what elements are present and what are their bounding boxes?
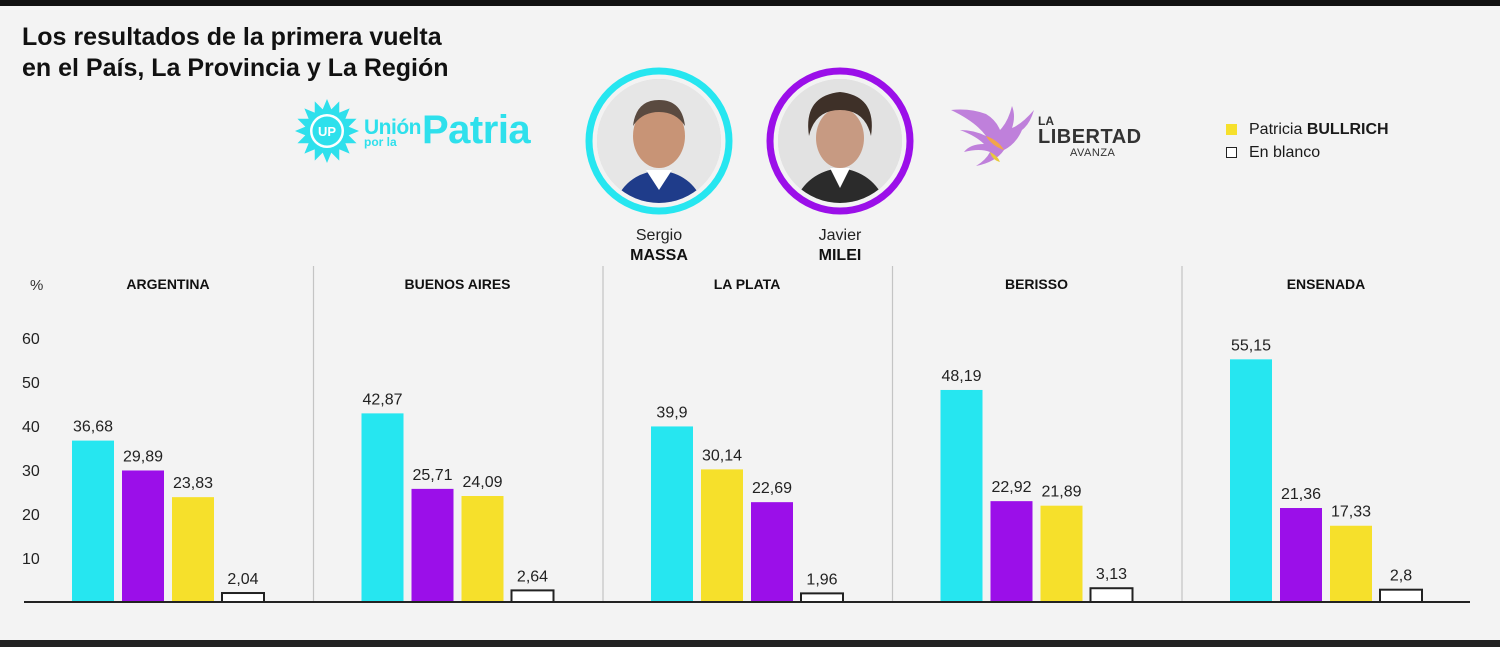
legend-bullrich-last: BULLRICH [1306, 120, 1389, 138]
data-label: 21,89 [1041, 484, 1081, 501]
data-label: 55,15 [1231, 337, 1271, 354]
bar-massa [651, 426, 693, 602]
legend-swatch-bullrich [1226, 124, 1237, 135]
legend-label-en-blanco: En blanco [1249, 143, 1321, 161]
bar-massa [72, 440, 114, 602]
massa-first-name: Sergio [635, 227, 683, 244]
data-label: 17,33 [1331, 504, 1371, 521]
legend-item-en-blanco: En blanco [1226, 141, 1389, 164]
bar-bullrich [172, 497, 214, 602]
bar-bullrich [1330, 525, 1372, 602]
data-label: 42,87 [362, 391, 402, 408]
lla-la-text: LA [1038, 114, 1054, 128]
bar-bullrich [461, 496, 504, 602]
data-label: 22,69 [752, 480, 792, 497]
bar-milei [990, 501, 1033, 602]
group-title: BERISSO [1005, 276, 1068, 292]
y-tick-label: 30 [22, 463, 40, 480]
data-label: 23,83 [173, 475, 213, 492]
bar-milei [411, 488, 454, 602]
bar-bullrich [701, 469, 743, 602]
top-rule [0, 0, 1500, 6]
y-tick-label: 20 [22, 507, 40, 524]
massa-portrait [585, 67, 733, 215]
bar-en-blanco [510, 589, 555, 604]
bar-massa [361, 413, 404, 602]
up-emblem-text: UP [318, 124, 336, 139]
legend-item-bullrich: Patricia BULLRICH [1226, 118, 1389, 141]
group-title: ARGENTINA [126, 276, 209, 292]
bar-milei [1280, 508, 1322, 602]
group-title: BUENOS AIRES [404, 276, 510, 292]
data-label: 21,36 [1281, 486, 1321, 503]
legend-swatch-en-blanco [1226, 147, 1237, 158]
y-tick-label: 10 [22, 551, 40, 568]
bar-milei [122, 470, 164, 602]
massa-last-name: MASSA [630, 247, 688, 264]
lla-eagle-icon [951, 106, 1034, 166]
bar-massa [940, 389, 983, 602]
up-porla-text: por la [364, 135, 397, 149]
y-tick-label: 50 [22, 375, 40, 392]
legend-bullrich-first: Patricia [1249, 120, 1303, 138]
bar-bullrich [1040, 505, 1083, 602]
la-libertad-avanza-logo: LA LIBERTAD AVANZA [946, 100, 1156, 170]
group-title: ENSENADA [1287, 276, 1366, 292]
y-tick-label: 40 [22, 419, 40, 436]
bottom-rule [0, 640, 1500, 647]
legend-label-bullrich: Patricia BULLRICH [1249, 121, 1389, 139]
milei-first-name: Javier [818, 227, 862, 244]
legend: Patricia BULLRICH En blanco [1226, 118, 1389, 164]
milei-portrait [766, 67, 914, 215]
candidate-milei: Javier MILEI [765, 66, 915, 266]
data-label: 2,8 [1390, 568, 1412, 585]
bar-en-blanco [1089, 587, 1134, 603]
up-union-text: Unión [364, 116, 421, 139]
data-label: 30,14 [702, 447, 742, 464]
data-label: 3,13 [1096, 566, 1127, 583]
title-line-2: en el País, La Provincia y La Región [22, 54, 449, 82]
y-unit-label: % [30, 277, 43, 294]
title-line-1: Los resultados de la primera vuelta [22, 23, 442, 51]
data-label: 2,04 [227, 571, 258, 588]
data-label: 2,64 [517, 568, 548, 585]
bar-en-blanco [221, 592, 265, 603]
group-title: LA PLATA [714, 276, 781, 292]
candidate-massa: Sergio MASSA [584, 66, 734, 266]
bar-milei [751, 502, 793, 602]
data-label: 25,71 [412, 467, 452, 484]
bar-en-blanco [800, 592, 844, 604]
bar-chart: % 10 20 30 40 50 60 ARGENTINA 36,68 29,89 23,83 2,0… [22, 266, 1470, 604]
data-label: 48,19 [941, 368, 981, 385]
chart-title: Los resultados de la primera vuelta en e… [22, 22, 449, 84]
lla-avanza-text: AVANZA [1070, 147, 1116, 159]
up-patria-text: Patria [422, 108, 531, 152]
milei-last-name: MILEI [818, 247, 862, 264]
data-label: 29,89 [123, 448, 163, 465]
bar-massa [1230, 359, 1272, 602]
data-label: 39,9 [656, 404, 687, 421]
lla-libertad-text: LIBERTAD [1038, 126, 1142, 148]
data-label: 36,68 [73, 419, 113, 436]
up-sun-icon: UP [295, 99, 359, 163]
data-label: 24,09 [462, 474, 502, 491]
bar-en-blanco [1379, 588, 1423, 603]
union-por-la-patria-logo: UP Unión por la Patria [294, 98, 564, 168]
y-tick-label: 60 [22, 331, 40, 348]
data-label: 1,96 [806, 571, 837, 588]
data-label: 22,92 [991, 479, 1031, 496]
